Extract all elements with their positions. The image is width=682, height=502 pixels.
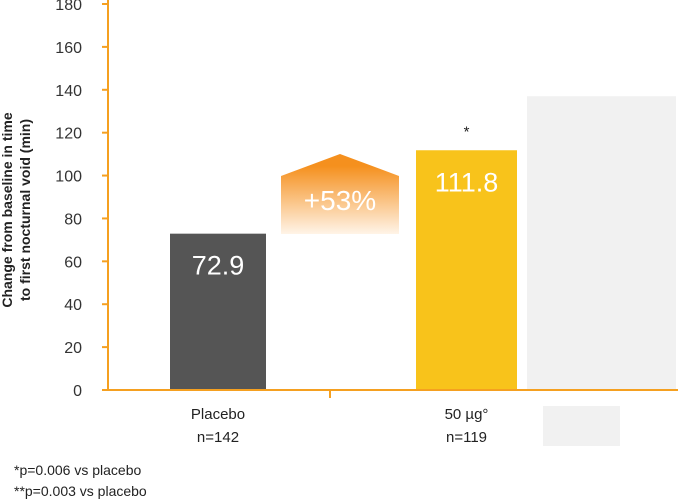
x-category-label: 50 µg° (445, 406, 489, 423)
x-axis: Placebo n=142 50 µg° n=119 (108, 389, 678, 446)
y-tick-label: 0 (73, 383, 82, 400)
y-tick-label: 20 (64, 340, 82, 357)
y-axis-label-line-1: Change from baseline in time (0, 112, 15, 307)
y-tick-label: 80 (64, 211, 82, 228)
y-axis: 0 20 40 60 80 100 120 140 160 180 (55, 0, 109, 400)
x-category-n-label: n=142 (197, 429, 239, 446)
bars: 72.9 111.8 * (170, 96, 676, 390)
x-category-label: Placebo (191, 406, 245, 423)
hidden-category-label (543, 406, 620, 446)
x-category-n-label: n=119 (446, 429, 487, 446)
y-tick-label: 140 (55, 83, 82, 100)
footnote-1: *p=0.006 vs placebo (14, 462, 142, 478)
y-tick-label: 160 (55, 40, 82, 57)
bar-value-label: 111.8 (435, 167, 499, 197)
y-tick-label: 180 (55, 0, 82, 14)
difference-arrow (281, 154, 399, 234)
y-tick-label: 100 (55, 169, 82, 186)
y-axis-label-line-2: to first nocturnal void (min) (17, 119, 33, 301)
y-tick-label: 120 (55, 126, 82, 143)
bar-1 (416, 150, 517, 390)
y-tick-label: 40 (64, 297, 82, 314)
difference-label: +53% (304, 185, 376, 216)
footnote-2: **p=0.003 vs placebo (14, 483, 147, 499)
y-tick-label: 60 (64, 254, 82, 271)
bar-0 (170, 233, 266, 390)
bar-chart: 0 20 40 60 80 100 120 140 160 180 72.9 111.8 * Plac… (0, 0, 678, 446)
bar-value-label: 72.9 (192, 251, 245, 281)
significance-marker: * (464, 123, 470, 140)
hidden-bar (527, 96, 676, 390)
annotations: +53% (281, 154, 399, 234)
